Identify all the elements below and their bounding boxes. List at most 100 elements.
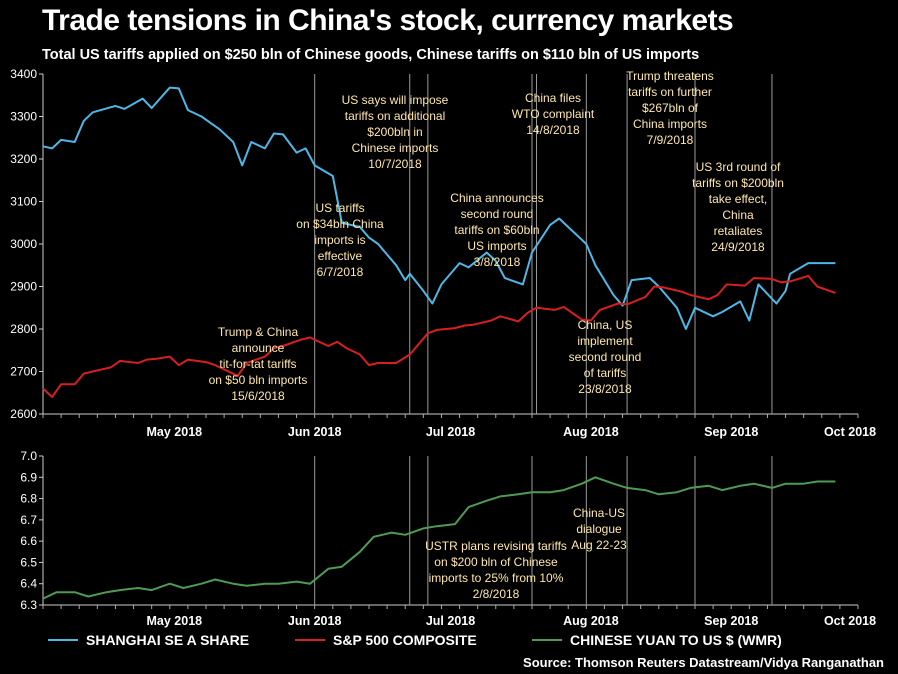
annotation-line: retaliates bbox=[714, 224, 763, 238]
x-tick-label-upper: Jul 2018 bbox=[426, 425, 475, 439]
x-tick-label-lower: Aug 2018 bbox=[563, 614, 619, 628]
annotation-line: China imports bbox=[633, 117, 707, 131]
y-tick-label-upper: 2800 bbox=[10, 322, 37, 336]
legend-swatch-sp500 bbox=[295, 639, 325, 641]
y-tick-label-lower: 6.6 bbox=[20, 534, 37, 548]
annotation-line: dialogue bbox=[576, 522, 622, 536]
annotation-line: 7/9/2018 bbox=[647, 133, 694, 147]
legend-swatch-shanghai bbox=[48, 639, 78, 641]
y-tick-label-lower: 6.8 bbox=[20, 492, 37, 506]
annotation-upper-6: Trump threatens tariffs on further $267bln… bbox=[626, 69, 714, 147]
annotation-line: 10/7/2018 bbox=[368, 157, 422, 171]
annotation-line: 15/6/2018 bbox=[231, 389, 285, 403]
annotation-line: 14/8/2018 bbox=[526, 123, 580, 137]
annotation-line: US imports bbox=[467, 239, 526, 253]
source-credit: Source: Thomson Reuters Datastream/Vidya… bbox=[523, 655, 884, 670]
annotation-line: China, US bbox=[578, 318, 633, 332]
chart-subtitle: Total US tariffs applied on $250 bln of … bbox=[42, 47, 700, 63]
annotation-line: of tariffs bbox=[584, 366, 626, 380]
annotation-line: $267bln of bbox=[642, 101, 699, 115]
annotation-upper-4: China files WTO complaint 14/8/2018 bbox=[512, 91, 595, 137]
annotation-line: imports to 25% from 10% bbox=[429, 571, 564, 585]
annotation-line: Aug 22-23 bbox=[571, 538, 627, 552]
series-line-shanghai-se-a-share bbox=[42, 86, 836, 330]
y-tick-label-upper: 2700 bbox=[10, 365, 37, 379]
y-tick-label-upper: 2600 bbox=[10, 407, 37, 421]
annotation-line: China-US bbox=[573, 506, 625, 520]
y-tick-label-upper: 3100 bbox=[10, 195, 37, 209]
annotation-line: 24/9/2018 bbox=[711, 240, 765, 254]
annotation-line: 3/8/2018 bbox=[474, 255, 521, 269]
annotation-line: second round bbox=[461, 207, 534, 221]
x-tick-label-lower: Oct 2018 bbox=[824, 614, 876, 628]
annotation-line: USTR plans revising tariffs bbox=[425, 539, 567, 553]
annotation-line: tariffs on further bbox=[628, 85, 712, 99]
annotation-line: 2/8/2018 bbox=[473, 587, 520, 601]
annotation-line: Chinese imports bbox=[352, 141, 439, 155]
annotation-upper-0: Trump & China announce tit-for-tat tariffs… bbox=[209, 325, 308, 403]
annotation-line: China announces bbox=[450, 191, 543, 205]
annotation-upper-3: China announces second round tariffs on $6… bbox=[450, 191, 543, 269]
annotation-line: US says will impose bbox=[342, 93, 449, 107]
y-tick-label-lower: 6.3 bbox=[20, 598, 37, 612]
annotation-line: effective bbox=[318, 249, 363, 263]
legend-swatch-yuan bbox=[532, 639, 562, 641]
y-tick-label-upper: 2900 bbox=[10, 280, 37, 294]
annotation-line: take effect, bbox=[709, 192, 767, 206]
x-tick-label-lower: Jul 2018 bbox=[426, 614, 475, 628]
annotation-line: announce bbox=[232, 341, 285, 355]
annotation-line: $200bln in bbox=[367, 125, 422, 139]
annotation-upper-1: US tariffs on $34bln China imports is effec… bbox=[296, 201, 384, 279]
series-line-chinese-yuan-to-us-wmr- bbox=[42, 476, 836, 600]
annotation-line: Trump & China bbox=[218, 325, 299, 339]
x-tick-label-lower: Sep 2018 bbox=[704, 614, 758, 628]
annotation-line: tariffs on $200bln bbox=[692, 176, 784, 190]
annotation-line: implement bbox=[577, 334, 633, 348]
x-tick-label-upper: Oct 2018 bbox=[824, 425, 876, 439]
legend: SHANGHAI SE A SHARE S&P 500 COMPOSITE CH… bbox=[40, 632, 898, 654]
y-tick-label-lower: 6.9 bbox=[20, 470, 37, 484]
annotation-line: Trump threatens bbox=[626, 69, 714, 83]
y-tick-label-upper: 3200 bbox=[10, 152, 37, 166]
series-line-s-p-500-composite bbox=[42, 274, 836, 398]
annotation-line: China files bbox=[525, 91, 581, 105]
legend-label-yuan: CHINESE YUAN TO US $ (WMR) bbox=[570, 632, 782, 648]
annotation-line: tit-for-tat tariffs bbox=[219, 357, 296, 371]
legend-label-sp500: S&P 500 COMPOSITE bbox=[333, 632, 477, 648]
y-tick-label-lower: 7.0 bbox=[20, 449, 37, 463]
x-tick-label-upper: Jun 2018 bbox=[288, 425, 342, 439]
annotation-lower-0: USTR plans revising tariffs on $200 bln o… bbox=[425, 539, 567, 601]
x-tick-label-upper: Sep 2018 bbox=[704, 425, 758, 439]
annotation-line: US tariffs bbox=[315, 201, 364, 215]
legend-item-yuan: CHINESE YUAN TO US $ (WMR) bbox=[532, 632, 782, 648]
annotation-line: second round bbox=[569, 350, 642, 364]
chart-title: Trade tensions in China's stock, currenc… bbox=[42, 4, 734, 37]
annotation-line: on $34bln China bbox=[296, 217, 384, 231]
annotation-line: tariffs on $60bln bbox=[454, 223, 539, 237]
legend-label-shanghai: SHANGHAI SE A SHARE bbox=[86, 632, 250, 648]
x-tick-label-lower: May 2018 bbox=[147, 614, 203, 628]
y-tick-label-upper: 3000 bbox=[10, 237, 37, 251]
annotation-upper-2: US says will impose tariffs on additional… bbox=[342, 93, 449, 171]
y-tick-label-lower: 6.4 bbox=[20, 577, 37, 591]
annotation-line: China bbox=[722, 208, 754, 222]
annotation-line: US 3rd round of bbox=[696, 160, 781, 174]
annotation-line: WTO complaint bbox=[512, 107, 595, 121]
annotation-upper-5: China, US implement second round of tariffs… bbox=[569, 318, 642, 396]
annotation-line: on $50 bln imports bbox=[209, 373, 308, 387]
x-tick-label-lower: Jun 2018 bbox=[288, 614, 342, 628]
annotation-line: tariffs on additional bbox=[345, 109, 446, 123]
annotation-line: 23/8/2018 bbox=[578, 382, 632, 396]
x-tick-label-upper: Aug 2018 bbox=[563, 425, 619, 439]
annotation-line: imports is bbox=[314, 233, 365, 247]
annotation-upper-7: US 3rd round of tariffs on $200bln take ef… bbox=[692, 160, 784, 254]
annotation-line: 6/7/2018 bbox=[317, 265, 364, 279]
annotation-line: on $200 bln of Chinese bbox=[434, 555, 558, 569]
y-tick-label-upper: 3400 bbox=[10, 67, 37, 81]
annotation-lower-1: China-US dialogue Aug 22-23 bbox=[571, 506, 627, 552]
y-tick-label-upper: 3300 bbox=[10, 110, 37, 124]
legend-item-sp500: S&P 500 COMPOSITE bbox=[295, 632, 477, 648]
y-tick-label-lower: 6.7 bbox=[20, 513, 37, 527]
legend-item-shanghai: SHANGHAI SE A SHARE bbox=[48, 632, 249, 648]
